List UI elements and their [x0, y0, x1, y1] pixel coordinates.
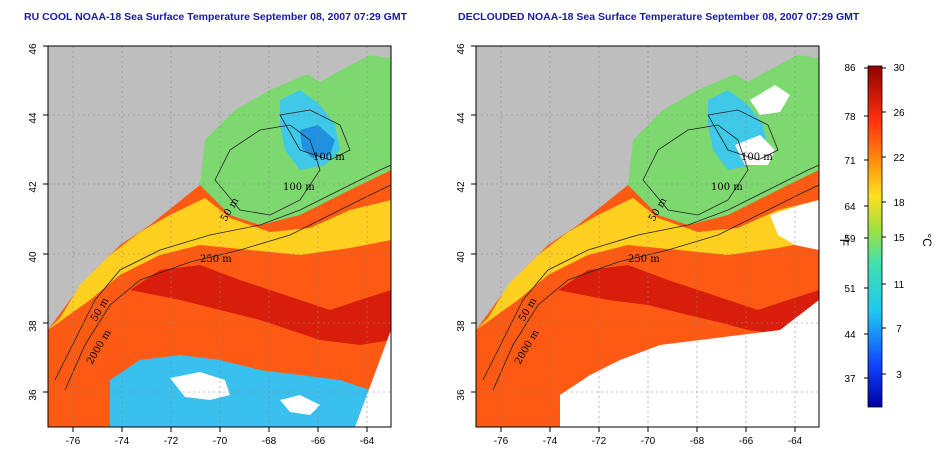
lat-tick-label: 46: [28, 43, 39, 55]
celsius-tick-label: 3: [896, 370, 902, 381]
fahrenheit-tick-label: 44: [844, 330, 856, 341]
declouded-no-data-south: [560, 300, 819, 427]
coastline-land: [476, 46, 819, 320]
celsius-tick-label: 22: [893, 153, 905, 164]
fahrenheit-tick-label: 64: [844, 202, 856, 213]
left-lon-axis: -76 -74 -72 -70 -68 -66 -64: [66, 427, 375, 447]
lat-tick-label: 36: [456, 389, 467, 401]
contour-label-100m-mid: 100 m: [711, 182, 743, 193]
temperature-colorbar: °F °C 86 78 71 64 59 51 44 37 30 26 22 1…: [837, 63, 934, 408]
contour-label-250m: 250 m: [200, 254, 232, 265]
ocean-yellow-zone: [476, 198, 819, 330]
lon-tick-label: -74: [543, 436, 558, 447]
celsius-tick-label: 11: [894, 280, 905, 291]
right-lon-axis: -76 -74 -72 -70 -68 -66 -64: [494, 427, 803, 447]
fahrenheit-tick-label: 71: [844, 156, 856, 167]
lat-tick-label: 46: [456, 43, 467, 55]
cold-core: [300, 125, 335, 158]
lon-tick-label: -68: [262, 436, 277, 447]
celsius-ticks: 30 26 22 18 15 11 7 3: [882, 63, 905, 381]
southern-cloud-white: [170, 372, 230, 400]
ocean-yellow-zone: [48, 198, 391, 330]
declouded-no-data-east: [770, 200, 819, 250]
bathymetry-contours: [54, 109, 391, 391]
left-lat-axis: 46 44 42 40 38 36: [28, 43, 48, 401]
left-sst-map: 100 m 100 m 50 m 250 m 50 m 2000 m: [48, 46, 391, 427]
declouded-no-data-north: [750, 85, 790, 115]
fahrenheit-tick-label: 59: [844, 234, 856, 245]
contour-label-100m-north: 100 m: [741, 152, 773, 163]
lon-tick-label: -70: [213, 436, 228, 447]
lat-tick-label: 42: [456, 181, 467, 193]
celsius-tick-label: 18: [893, 198, 905, 209]
lon-tick-label: -68: [690, 436, 705, 447]
celsius-unit-label: °C: [920, 233, 934, 247]
lon-tick-label: -66: [739, 436, 754, 447]
contour-label-100m-north: 100 m: [313, 152, 345, 163]
no-data-wedge: [355, 330, 391, 427]
fahrenheit-tick-label: 51: [844, 284, 856, 295]
southern-cloud-region: [110, 355, 391, 427]
lat-tick-label: 42: [28, 181, 39, 193]
celsius-tick-label: 7: [896, 324, 902, 335]
lon-tick-label: -76: [66, 436, 81, 447]
right-lat-axis: 46 44 42 40 38 36: [456, 43, 476, 401]
lon-tick-label: -64: [788, 436, 803, 447]
lat-tick-label: 38: [28, 320, 39, 332]
lat-tick-label: 38: [456, 320, 467, 332]
lat-tick-label: 40: [456, 251, 467, 263]
lon-tick-label: -64: [360, 436, 375, 447]
left-panel-title: RU COOL NOAA-18 Sea Surface Temperature …: [24, 11, 408, 23]
lat-tick-label: 40: [28, 251, 39, 263]
lon-tick-label: -72: [592, 436, 607, 447]
contour-label-100m-mid: 100 m: [283, 182, 315, 193]
cloud-patch-white: [280, 395, 320, 415]
fahrenheit-unit-label: °F: [837, 234, 851, 246]
fahrenheit-tick-label: 78: [844, 112, 856, 123]
fahrenheit-tick-label: 86: [844, 63, 856, 74]
lat-tick-label: 44: [28, 112, 39, 124]
fahrenheit-tick-label: 37: [844, 374, 856, 385]
lat-tick-label: 36: [28, 389, 39, 401]
coastline-land: [48, 46, 391, 320]
colorbar-gradient: [867, 65, 883, 408]
right-grid: [476, 46, 819, 427]
bathymetry-contours: [482, 109, 819, 391]
lon-tick-label: -74: [115, 436, 130, 447]
ocean-hot-band: [558, 265, 819, 335]
right-panel-title: DECLOUDED NOAA-18 Sea Surface Temperatur…: [458, 11, 860, 23]
celsius-tick-label: 15: [893, 233, 905, 244]
lon-tick-label: -72: [164, 436, 179, 447]
right-sst-map: 100 m 100 m 50 m 250 m 50 m 2000 m: [476, 46, 819, 427]
lon-tick-label: -76: [494, 436, 509, 447]
declouded-no-data-gulf: [735, 135, 775, 165]
lon-tick-label: -66: [311, 436, 326, 447]
left-grid: [48, 46, 391, 427]
lat-tick-label: 44: [456, 112, 467, 124]
celsius-tick-label: 30: [893, 63, 905, 74]
celsius-tick-label: 26: [893, 108, 905, 119]
ocean-hot-band: [130, 265, 391, 345]
fahrenheit-ticks: 86 78 71 64 59 51 44 37: [844, 63, 868, 385]
contour-label-250m: 250 m: [628, 254, 660, 265]
lon-tick-label: -70: [641, 436, 656, 447]
